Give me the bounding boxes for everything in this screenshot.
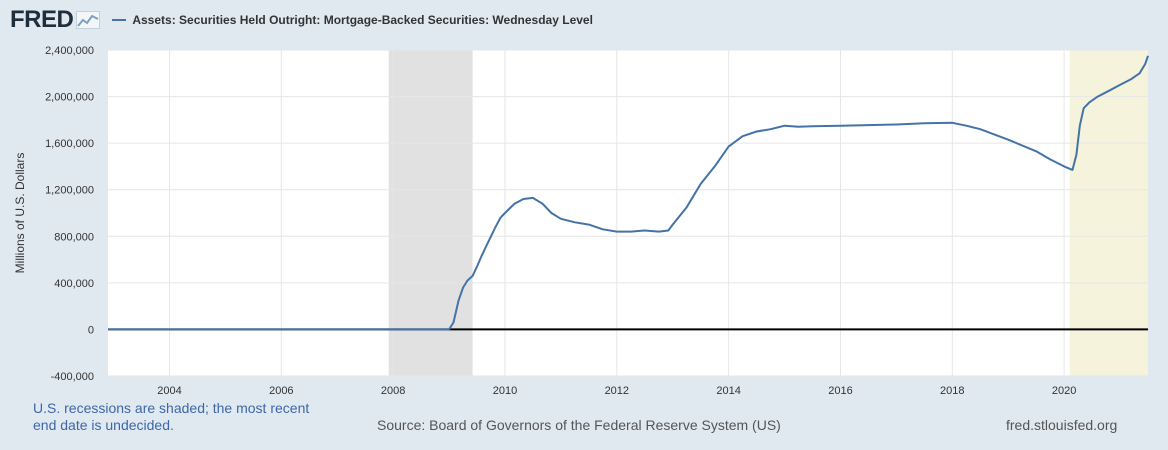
y-tick-label: -400,000	[51, 371, 94, 383]
x-tick-label: 2008	[381, 385, 405, 397]
x-tick-label: 2010	[493, 385, 517, 397]
legend-series-label: Assets: Securities Held Outright: Mortga…	[132, 13, 593, 27]
series-line	[108, 55, 1149, 331]
chart-legend: Assets: Securities Held Outright: Mortga…	[112, 13, 593, 27]
source-text: Source: Board of Governors of the Federa…	[377, 417, 781, 433]
plot-area	[108, 50, 1148, 376]
recession-shade	[388, 50, 473, 376]
x-tick-label: 2004	[157, 385, 181, 397]
y-tick-label: 0	[88, 324, 94, 336]
site-link[interactable]: fred.stlouisfed.org	[1006, 417, 1118, 433]
chart-header: FRED Assets: Securities Held Outright: M…	[10, 6, 593, 34]
y-tick-label: 1,200,000	[45, 185, 94, 197]
x-tick-label: 2014	[716, 385, 740, 397]
y-tick-label: 800,000	[54, 231, 94, 243]
legend-series-swatch	[112, 19, 127, 21]
y-axis-label: Millions of U.S. Dollars	[13, 153, 27, 274]
y-tick-label: 1,600,000	[45, 138, 94, 150]
fred-logo-graph-icon	[76, 11, 101, 29]
recession-note: U.S. recessions are shaded; the most rec…	[33, 400, 310, 433]
x-tick-label: 2012	[605, 385, 629, 397]
y-tick-label: 2,400,000	[45, 45, 94, 57]
y-tick-label: 2,000,000	[45, 92, 94, 104]
x-tick-label: 2018	[940, 385, 964, 397]
fred-logo[interactable]: FRED	[10, 6, 101, 34]
x-tick-label: 2006	[269, 385, 293, 397]
y-tick-label: 400,000	[54, 278, 94, 290]
recession-shade	[1069, 50, 1148, 376]
x-tick-label: 2020	[1052, 385, 1076, 397]
fred-logo-text: FRED	[10, 6, 74, 33]
x-tick-label: 2016	[828, 385, 852, 397]
